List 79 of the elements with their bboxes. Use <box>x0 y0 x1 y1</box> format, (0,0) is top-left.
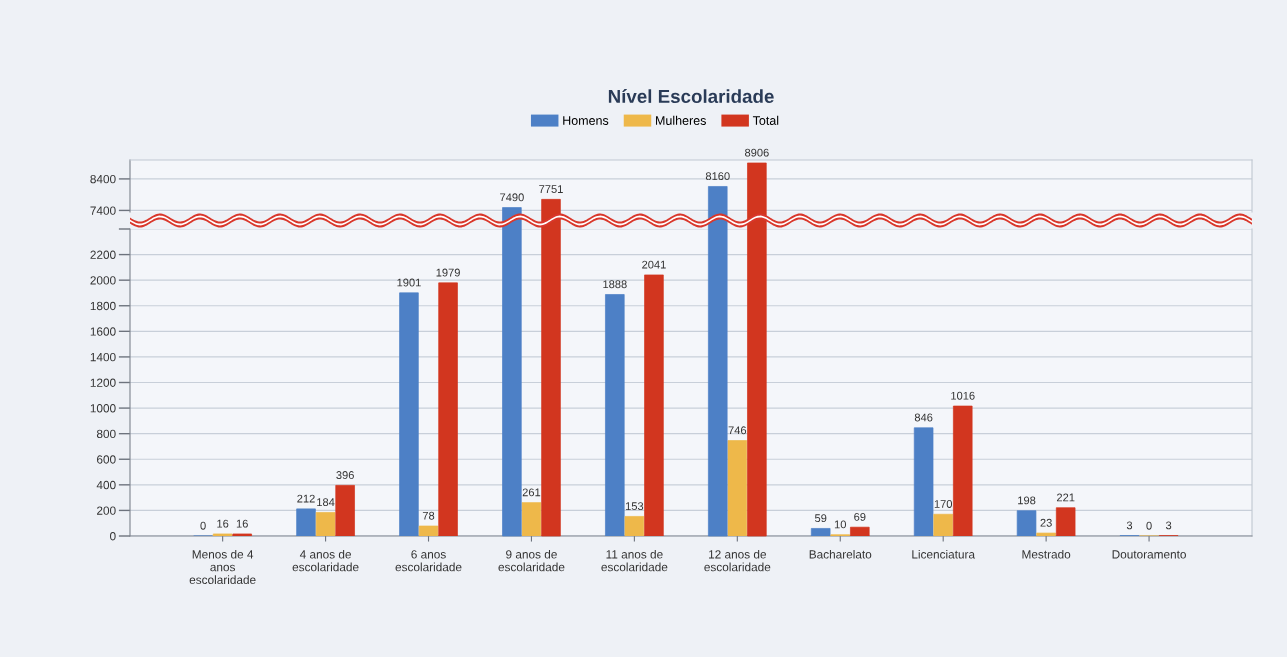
legend-label: Mulheres <box>656 115 706 125</box>
data-label: 59 <box>814 514 827 523</box>
bar <box>521 502 542 536</box>
data-label: 69 <box>854 512 866 521</box>
y-tick-label: 0 <box>110 532 116 541</box>
data-label: 3 <box>1126 521 1133 530</box>
y-tick-label: 200 <box>97 506 116 515</box>
x-tick-label: 11 anos de escolaridade <box>601 549 668 572</box>
data-label: 184 <box>317 498 335 507</box>
x-tick-label: Bacharelato <box>809 549 872 559</box>
bar <box>1036 532 1056 536</box>
x-tick-label: 4 anos de escolaridade <box>292 549 359 572</box>
data-label: 3 <box>1165 521 1172 530</box>
legend-label: Homens <box>563 116 609 125</box>
bar <box>1055 507 1076 536</box>
data-label: 170 <box>934 500 953 508</box>
bar <box>335 484 355 536</box>
data-label: 23 <box>1040 518 1052 527</box>
y-tick-label: 1400 <box>90 352 116 362</box>
data-label: 396 <box>336 471 354 479</box>
data-label: 10 <box>834 520 846 529</box>
x-tick-label: Licenciatura <box>912 549 976 559</box>
bar <box>644 274 664 536</box>
bar <box>953 405 973 536</box>
y-tick-label: 400 <box>96 480 116 490</box>
data-label: 7490 <box>500 193 524 202</box>
bar <box>232 533 252 536</box>
x-tick-label: 9 anos de escolaridade <box>498 549 565 572</box>
y-tick-label: 1800 <box>90 301 116 311</box>
y-tick-label: 800 <box>96 429 116 439</box>
bar <box>296 508 316 536</box>
data-label: 2041 <box>642 260 666 269</box>
bar <box>810 528 831 536</box>
bar <box>605 294 625 536</box>
data-label: 1888 <box>603 280 627 289</box>
data-label: 153 <box>625 502 644 511</box>
data-label: 198 <box>1018 496 1036 505</box>
bar <box>1016 510 1037 536</box>
x-tick-label: 6 anos escolaridade <box>395 550 462 572</box>
bar <box>850 526 870 536</box>
data-label: 0 <box>1146 521 1152 530</box>
data-label: 261 <box>522 488 541 497</box>
data-label: 1016 <box>951 391 975 400</box>
legend-label: Total <box>752 115 779 125</box>
bar <box>418 525 439 536</box>
data-label: 7751 <box>539 185 563 193</box>
bar <box>438 282 458 536</box>
x-tick-label: Menos de 4 anos escolaridade <box>189 549 256 584</box>
bar <box>399 292 419 536</box>
bar <box>933 513 953 536</box>
y-tick-label: 7400 <box>90 206 116 215</box>
data-label: 221 <box>1056 493 1075 502</box>
y-tick-label: 2000 <box>90 276 116 285</box>
data-label: 212 <box>297 494 315 503</box>
bar <box>624 516 645 536</box>
data-label: 8906 <box>745 148 769 157</box>
bar <box>913 427 934 536</box>
data-label: 846 <box>914 413 933 422</box>
x-tick-label: 12 anos de escolaridade <box>704 549 771 572</box>
chart-title: Nível Escolaridade <box>608 89 774 104</box>
bar <box>315 512 336 536</box>
data-label: 16 <box>236 519 248 528</box>
y-tick-label: 600 <box>97 455 116 464</box>
data-label: 0 <box>200 521 206 530</box>
y-tick-label: 8400 <box>90 174 116 184</box>
data-label: 8160 <box>705 172 730 181</box>
bar <box>212 533 233 536</box>
bar <box>727 440 748 536</box>
y-tick-label: 2200 <box>90 250 116 259</box>
y-tick-label: 1200 <box>90 378 116 387</box>
x-tick-label: Doutoramento <box>1112 550 1186 559</box>
y-tick-label: 1600 <box>90 327 116 336</box>
x-tick-label: Mestrado <box>1022 549 1071 559</box>
data-label: 78 <box>422 511 435 520</box>
data-label: 746 <box>728 426 747 435</box>
data-label: 16 <box>217 519 229 528</box>
data-label: 1979 <box>436 268 460 277</box>
y-tick-label: 1000 <box>90 404 116 413</box>
data-label: 1901 <box>397 278 421 287</box>
